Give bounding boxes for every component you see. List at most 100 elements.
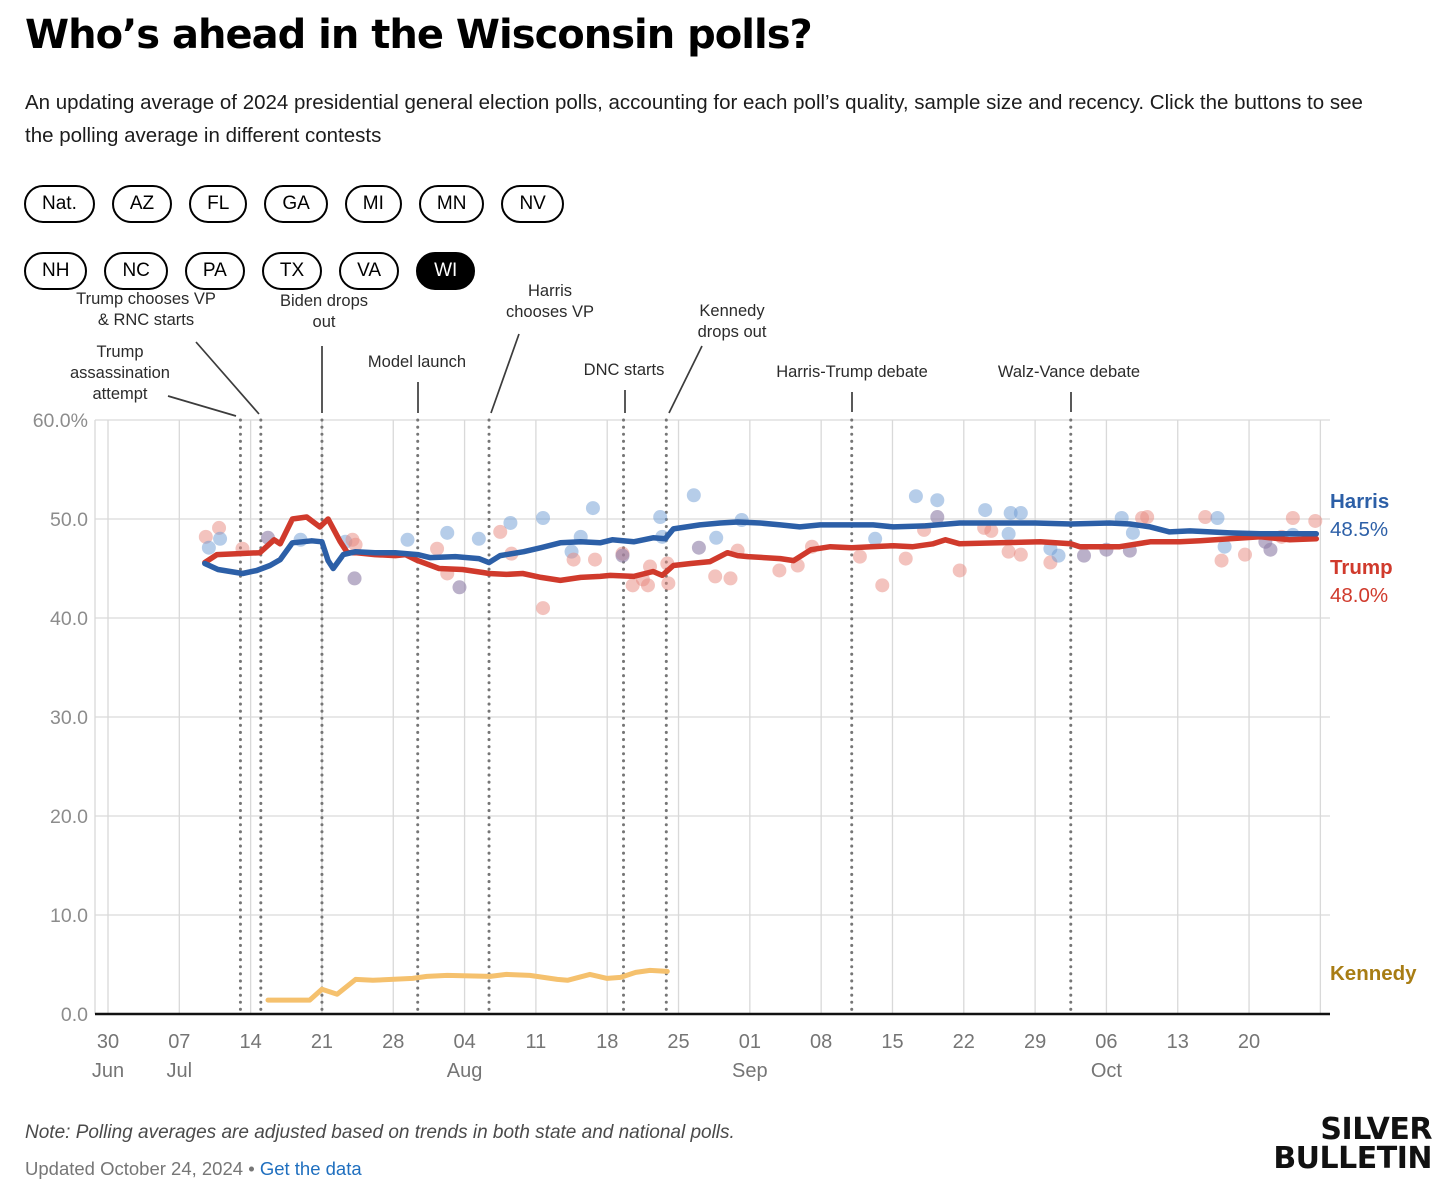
updated-line: Updated October 24, 2024 • Get the data — [25, 1158, 362, 1180]
poll-dot — [1013, 547, 1028, 562]
x-tick-label: 08 — [810, 1031, 832, 1053]
poll-dot — [536, 511, 551, 526]
poll-dot — [984, 523, 999, 538]
poll-dot — [1001, 526, 1016, 541]
event-annotation: Trump chooses VP & RNC starts — [76, 290, 216, 329]
trump-line — [202, 514, 1320, 584]
contest-button-nv[interactable]: NV — [501, 185, 564, 223]
kennedy-series-label: Kennedy — [1330, 962, 1417, 985]
contest-button-nat[interactable]: Nat. — [24, 185, 95, 223]
poll-dot — [930, 493, 945, 508]
poll-dot — [585, 501, 600, 516]
poll-dot — [536, 601, 551, 616]
poll-dot — [1013, 506, 1028, 521]
x-month-label: Oct — [1091, 1060, 1123, 1082]
x-tick-label: 30 — [97, 1031, 119, 1053]
contest-button-mi[interactable]: MI — [344, 185, 402, 223]
poll-dot — [1263, 542, 1278, 557]
poll-dot — [709, 530, 724, 545]
poll-dot — [708, 569, 723, 584]
harris-line — [202, 519, 1320, 577]
x-tick-label: 28 — [382, 1031, 404, 1053]
y-tick-label: 60.0% — [33, 410, 88, 432]
poll-dot — [686, 488, 701, 503]
x-tick-label: 01 — [739, 1031, 761, 1053]
poll-dot — [452, 580, 467, 595]
x-month-label: Jun — [92, 1060, 124, 1082]
contest-button-az[interactable]: AZ — [111, 185, 173, 223]
poll-dot — [587, 552, 602, 567]
contest-button-va[interactable]: VA — [339, 252, 400, 290]
poll-dot — [875, 578, 890, 593]
poll-dot — [615, 548, 630, 563]
page-title: Who’s ahead in the Wisconsin polls? — [25, 12, 813, 58]
x-tick-label: 18 — [596, 1031, 618, 1053]
poll-dot — [640, 578, 655, 593]
separator-dot: • — [248, 1158, 255, 1179]
x-tick-label: 04 — [453, 1031, 475, 1053]
event-annotation: Trump assassination attempt — [70, 343, 170, 403]
get-the-data-link[interactable]: Get the data — [259, 1158, 362, 1179]
poll-dot — [1308, 513, 1323, 528]
contest-button-fl[interactable]: FL — [189, 185, 248, 223]
silver-bulletin-logo: SILVER BULLETIN — [1273, 1112, 1432, 1176]
x-tick-label: 15 — [881, 1031, 903, 1053]
poll-dot — [1003, 506, 1018, 521]
poll-dot — [661, 576, 676, 591]
poll-dot — [653, 510, 668, 525]
x-month-label: Jul — [167, 1060, 193, 1082]
poll-dot — [952, 563, 967, 578]
y-tick-label: 10.0 — [50, 905, 88, 927]
contest-button-wi[interactable]: WI — [416, 252, 476, 290]
poll-dot — [471, 531, 486, 546]
poll-dot — [1210, 511, 1225, 526]
contest-button-nh[interactable]: NH — [24, 252, 88, 290]
harris-series-label: Harris — [1330, 490, 1390, 513]
y-tick-label: 0.0 — [61, 1004, 88, 1026]
annotation-pointer — [167, 395, 237, 417]
poll-dot — [978, 503, 993, 518]
x-month-label: Sep — [732, 1060, 768, 1082]
y-tick-label: 40.0 — [50, 608, 88, 630]
logo-line-1: SILVER — [1320, 1112, 1432, 1147]
poll-dot — [201, 540, 216, 555]
event-annotation: Harris-Trump debate — [776, 363, 928, 381]
contest-button-mn[interactable]: MN — [418, 185, 485, 223]
y-tick-label: 30.0 — [50, 707, 88, 729]
harris-series-value: 48.5% — [1330, 518, 1389, 541]
poll-dot — [348, 537, 363, 552]
x-tick-label: 13 — [1167, 1031, 1189, 1053]
poll-dot — [400, 532, 415, 547]
poll-dot — [1198, 510, 1213, 525]
contest-button-row-2: NH NC PA TX VA WI — [24, 252, 476, 290]
poll-dot — [1285, 511, 1300, 526]
contest-button-nc[interactable]: NC — [104, 252, 168, 290]
updated-text: Updated October 24, 2024 — [25, 1158, 244, 1179]
logo-line-2: BULLETIN — [1273, 1140, 1432, 1176]
poll-dot — [1217, 539, 1232, 554]
contest-button-tx[interactable]: TX — [261, 252, 323, 290]
x-tick-label: 22 — [953, 1031, 975, 1053]
poll-dot — [493, 524, 508, 539]
page-subtitle: An updating average of 2024 presidential… — [25, 91, 1363, 148]
contest-button-ga[interactable]: GA — [264, 185, 328, 223]
poll-dot — [1140, 510, 1155, 525]
poll-dot — [1214, 553, 1229, 568]
poll-dot — [772, 563, 787, 578]
x-tick-label: 07 — [168, 1031, 190, 1053]
poll-dot — [213, 531, 228, 546]
poll-dot — [908, 489, 923, 504]
trump-series-value: 48.0% — [1330, 584, 1389, 607]
poll-dot — [347, 571, 362, 586]
y-tick-label: 20.0 — [50, 806, 88, 828]
x-month-label: Aug — [447, 1060, 483, 1082]
x-tick-label: 29 — [1024, 1031, 1046, 1053]
annotation-pointer — [490, 333, 520, 414]
event-annotation: Model launch — [367, 353, 467, 371]
poll-dot — [212, 520, 227, 535]
event-annotation: DNC starts — [583, 361, 665, 379]
contest-button-pa[interactable]: PA — [184, 252, 245, 290]
poll-dot — [1125, 525, 1140, 540]
